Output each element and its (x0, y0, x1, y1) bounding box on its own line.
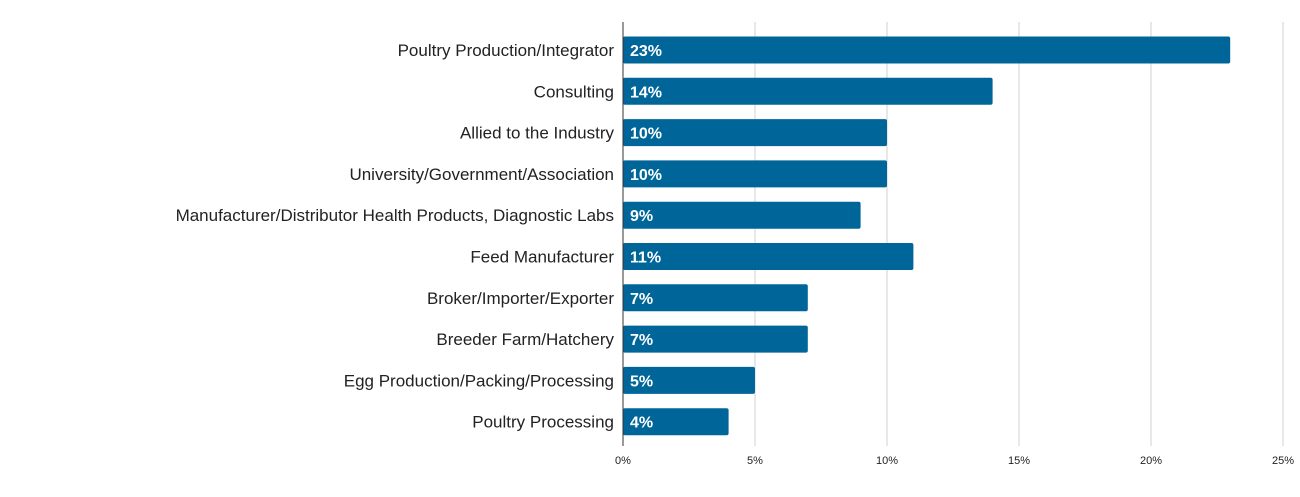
bars: 23% 14% 10% 10% 9% 11% 7% 7% 5% 4% (623, 36, 1231, 436)
category-label: Breeder Farm/Hatchery (436, 330, 614, 349)
bar (623, 201, 861, 229)
data-label: 10% (630, 167, 662, 184)
x-tick-label: 15% (1008, 455, 1030, 467)
data-label: 7% (630, 291, 653, 308)
x-tick-label: 5% (747, 455, 763, 467)
category-label: University/Government/Association (349, 165, 614, 184)
data-label: 5% (630, 373, 653, 390)
data-label: 7% (630, 332, 653, 349)
category-label: Allied to the Industry (460, 124, 615, 143)
bar (623, 160, 887, 188)
bar (623, 325, 808, 353)
bar (623, 119, 887, 147)
data-label: 9% (630, 208, 653, 225)
data-label: 10% (630, 126, 662, 143)
category-label: Poultry Processing (472, 413, 614, 432)
category-label: Feed Manufacturer (470, 248, 614, 267)
category-label: Poultry Production/Integrator (398, 41, 615, 60)
x-tick-label: 25% (1272, 455, 1294, 467)
data-label: 14% (630, 84, 662, 101)
category-label: Manufacturer/Distributor Health Products… (176, 206, 614, 225)
x-tick-label: 0% (615, 455, 631, 467)
x-tick-label: 10% (876, 455, 898, 467)
bar (623, 77, 993, 105)
category-label: Consulting (534, 82, 614, 101)
category-label: Broker/Importer/Exporter (427, 289, 614, 308)
x-tick-label: 20% (1140, 455, 1162, 467)
bar (623, 243, 914, 270)
bar (623, 284, 808, 312)
category-label: Egg Production/Packing/Processing (344, 371, 614, 390)
bar (623, 36, 1231, 64)
bar (623, 408, 729, 436)
bar (623, 366, 755, 394)
category-labels: Poultry Production/Integrator Consulting A… (176, 41, 615, 432)
x-axis-ticks: 0% 5% 10% 15% 20% 25% (615, 455, 1294, 467)
data-label: 11% (630, 250, 661, 267)
data-label: 23% (630, 43, 662, 60)
data-label: 4% (630, 415, 653, 432)
